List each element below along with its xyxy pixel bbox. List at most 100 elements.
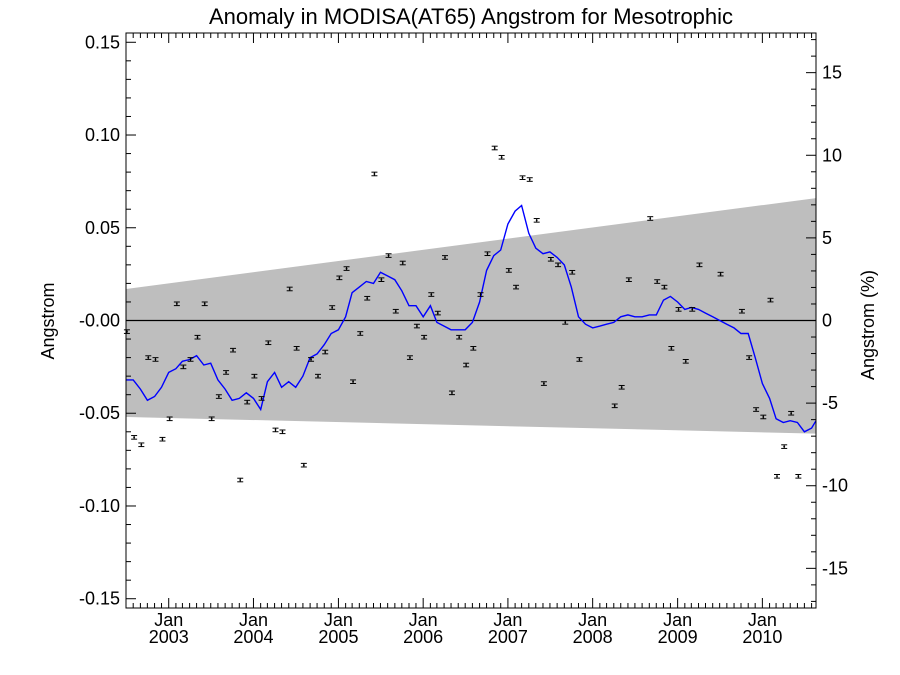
point-marker — [168, 417, 171, 420]
point-marker — [493, 147, 496, 149]
point-marker — [465, 364, 468, 366]
point-marker — [528, 178, 531, 181]
data-point — [272, 427, 279, 433]
data-point — [611, 403, 618, 409]
point-marker — [755, 408, 758, 411]
data-point — [364, 295, 371, 301]
point-marker — [458, 336, 461, 339]
data-point — [441, 255, 448, 260]
data-point — [166, 416, 173, 422]
point-marker — [649, 217, 652, 220]
point-marker — [741, 310, 743, 313]
point-marker — [338, 276, 341, 279]
data-point — [753, 407, 760, 412]
data-point — [293, 346, 300, 351]
point-marker — [620, 386, 623, 389]
data-point — [180, 364, 187, 370]
point-marker — [154, 358, 157, 361]
y-axis-label-left: Angstrom — [38, 282, 58, 359]
point-marker — [430, 293, 433, 296]
data-point — [456, 334, 463, 340]
data-point — [668, 346, 675, 351]
point-marker — [423, 336, 426, 339]
data-point — [350, 379, 357, 385]
point-marker — [317, 375, 319, 378]
point-marker — [267, 341, 270, 344]
point-marker — [210, 417, 213, 420]
smoothed-line — [126, 204, 817, 433]
data-point — [738, 308, 745, 314]
data-point — [187, 357, 194, 362]
x-tick-label-year: 2004 — [233, 627, 273, 647]
data-point — [448, 390, 455, 396]
point-marker — [549, 258, 552, 261]
data-point — [463, 362, 470, 368]
data-point — [201, 301, 208, 307]
data-point — [322, 349, 329, 355]
data-point — [470, 346, 477, 351]
point-marker — [500, 156, 503, 159]
data-point — [378, 277, 385, 282]
data-point — [654, 279, 661, 284]
data-point — [576, 357, 583, 362]
point-marker — [281, 430, 284, 433]
point-marker — [444, 256, 446, 259]
point-marker — [698, 263, 701, 266]
data-point — [237, 477, 244, 483]
point-marker — [776, 475, 778, 478]
data-point — [618, 384, 625, 390]
data-point — [547, 256, 554, 262]
x-tick-label-month: Jan — [154, 610, 183, 630]
point-marker — [366, 297, 369, 300]
point-marker — [719, 273, 722, 276]
point-marker — [684, 360, 687, 363]
x-tick-label-year: 2007 — [488, 627, 528, 647]
data-point — [131, 435, 138, 440]
data-point — [519, 175, 526, 180]
data-point — [484, 251, 491, 257]
point-marker — [486, 252, 489, 255]
point-marker — [627, 278, 630, 281]
data-point — [491, 145, 498, 151]
point-marker — [288, 288, 291, 290]
data-point — [675, 307, 682, 312]
x-tick-label-year: 2006 — [403, 627, 443, 647]
data-point — [223, 370, 230, 375]
data-point — [286, 286, 293, 292]
point-marker — [401, 262, 404, 264]
y-tick-label-left: -0.00 — [79, 311, 120, 331]
data-point — [540, 381, 547, 386]
point-marker — [140, 443, 143, 446]
point-marker — [161, 438, 164, 441]
data-point — [173, 301, 180, 307]
point-marker — [352, 380, 354, 383]
data-point — [152, 357, 159, 362]
point-marker — [677, 308, 680, 311]
data-point — [555, 262, 562, 268]
x-tick-label-year: 2009 — [658, 627, 698, 647]
y-tick-label-left: 0.10 — [85, 125, 120, 145]
point-marker — [225, 371, 227, 374]
point-marker — [670, 347, 673, 350]
point-marker — [196, 336, 199, 339]
chart-title: Anomaly in MODISA(AT65) Angstrom for Mes… — [209, 4, 733, 29]
point-marker — [380, 278, 383, 281]
x-tick-label-year: 2010 — [742, 627, 782, 647]
data-point — [533, 218, 540, 223]
data-point — [315, 373, 322, 379]
data-point — [399, 260, 406, 266]
x-tick-label-month: Jan — [324, 610, 353, 630]
data-point — [717, 271, 724, 277]
point-marker — [203, 302, 206, 305]
data-point — [689, 307, 696, 312]
data-point — [562, 320, 569, 325]
point-marker — [324, 351, 327, 353]
point-marker — [217, 395, 220, 398]
point-marker — [295, 347, 298, 350]
data-point — [300, 462, 307, 468]
data-point — [145, 355, 152, 360]
x-tick-label-month: Jan — [239, 610, 268, 630]
data-point — [279, 429, 286, 435]
point-marker — [310, 358, 312, 361]
data-point — [625, 277, 632, 282]
